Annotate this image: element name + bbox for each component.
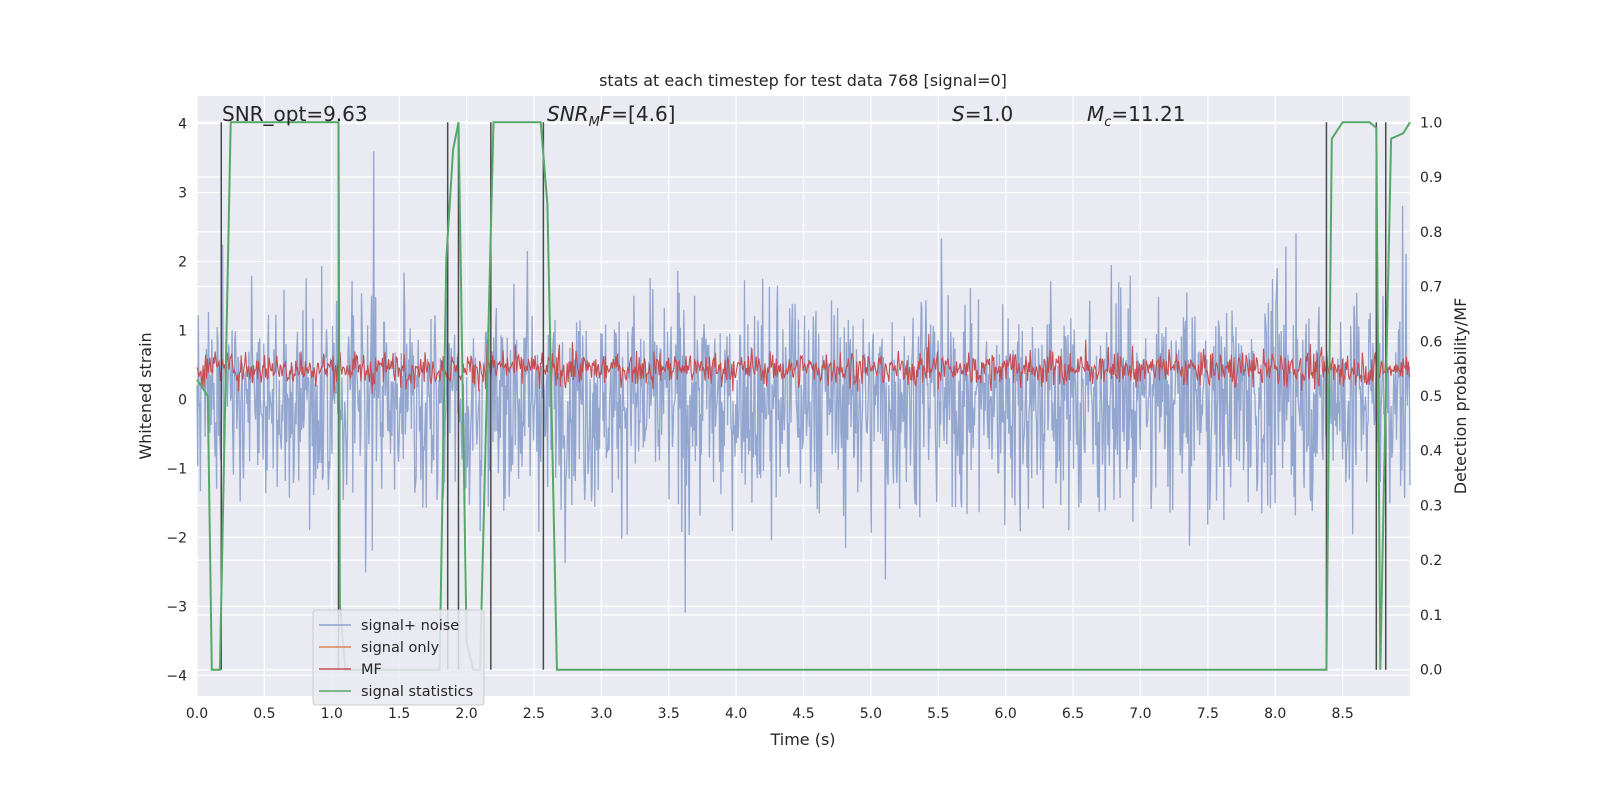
y2-tick-label: 0.4: [1420, 444, 1442, 460]
x-tick-label: 5.0: [860, 706, 882, 722]
mc-value: =11.21: [1111, 102, 1185, 126]
legend-label-mf: MF: [361, 662, 382, 678]
x-tick-label: 1.0: [321, 706, 343, 722]
mc-symbol: M: [1087, 102, 1104, 126]
y2-tick-label: 0.5: [1420, 389, 1442, 405]
x-tick-label: 2.0: [455, 706, 477, 722]
y-tick-label: 2: [178, 255, 187, 271]
y2-tick-label: 0.3: [1420, 498, 1442, 514]
y-tick-label: 3: [178, 186, 187, 202]
y-tick-label: 4: [178, 117, 187, 133]
mf-line: [196, 333, 1411, 394]
signal-noise-series: [196, 151, 1411, 613]
s-annotation: S=1.0: [952, 102, 1013, 126]
y2-tick-label: 0.1: [1420, 608, 1442, 624]
snr-mf-symbol: SNR: [547, 102, 589, 126]
snr-mf-value: =[4.6]: [611, 102, 675, 126]
legend-label-signal-only: signal only: [361, 640, 440, 656]
x-tick-label: 3.0: [590, 706, 612, 722]
signal-noise-line: [196, 151, 1411, 613]
x-tick-label: 0.5: [253, 706, 275, 722]
legend-box: [312, 609, 485, 706]
y2-tick-label: 1.0: [1420, 115, 1442, 131]
x-tick-label: 7.0: [1129, 706, 1151, 722]
y-tick-label: −3: [166, 599, 187, 615]
y-ticks: 4 3 2 1 0 −1 −2 −3 −4: [166, 117, 187, 685]
snr-mf-annotation: SNRMF=[4.6]: [547, 102, 675, 130]
s-value: =1.0: [965, 102, 1014, 126]
x-tick-label: 3.5: [658, 706, 680, 722]
y2-tick-label: 0.7: [1420, 280, 1442, 296]
x-tick-label: 5.5: [927, 706, 949, 722]
x-tick-label: 4.0: [725, 706, 747, 722]
y2-tick-label: 0.8: [1420, 225, 1442, 241]
legend: signal+ noise signal only MF signal stat…: [312, 609, 485, 706]
x-tick-label: 6.0: [995, 706, 1017, 722]
y-tick-label: −1: [166, 461, 187, 477]
y2-axis-label: Detection probability/MF: [1451, 298, 1470, 495]
x-tick-label: 4.5: [792, 706, 814, 722]
y-tick-label: −4: [166, 668, 187, 684]
s-symbol: S: [952, 102, 965, 126]
x-tick-label: 8.0: [1264, 706, 1286, 722]
y2-tick-label: 0.9: [1420, 170, 1442, 186]
legend-label-signal-noise: signal+ noise: [361, 618, 459, 634]
y2-tick-label: 0.0: [1420, 663, 1442, 679]
x-tick-label: 1.5: [388, 706, 410, 722]
y-tick-label: 0: [178, 392, 187, 408]
snr-mf-subscript: M: [589, 115, 600, 130]
y-axis-label: Whitened strain: [136, 332, 155, 459]
y2-ticks: 1.0 0.9 0.8 0.7 0.6 0.5 0.4 0.3 0.2 0.1 0.0: [1420, 115, 1442, 678]
x-tick-label: 2.5: [523, 706, 545, 722]
x-ticks: 0.0 0.5 1.0 1.5 2.0 2.5 3.0 3.5 4.0 4.5 5.0 5.5 6.0 6…: [186, 706, 1354, 722]
x-tick-label: 7.5: [1197, 706, 1219, 722]
y-tick-label: −2: [166, 530, 187, 546]
x-axis-label: Time (s): [769, 730, 835, 749]
x-tick-label: 0.0: [186, 706, 208, 722]
x-tick-label: 6.5: [1062, 706, 1084, 722]
y2-tick-label: 0.2: [1420, 553, 1442, 569]
legend-label-signal-statistics: signal statistics: [361, 684, 473, 700]
snr-opt-annotation: SNR_opt=9.63: [222, 102, 368, 126]
mc-subscript: c: [1104, 115, 1111, 130]
snr-mf-tail: F: [600, 102, 612, 126]
y2-tick-label: 0.6: [1420, 334, 1442, 350]
chart-title: stats at each timestep for test data 768…: [599, 71, 1007, 90]
y-tick-label: 1: [178, 323, 187, 339]
mf-series: [196, 333, 1411, 394]
mc-annotation: Mc=11.21: [1087, 102, 1185, 130]
x-tick-label: 8.5: [1331, 706, 1353, 722]
